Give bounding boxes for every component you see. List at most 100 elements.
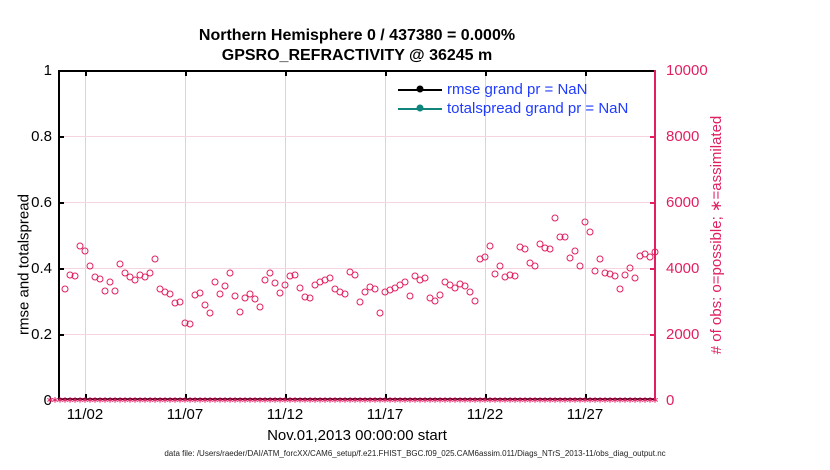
scatter-point-possible [211,278,219,286]
legend-marker-rmse-icon [416,85,424,93]
y-tick-label-right: 8000 [666,128,700,145]
assimilated-asterisk: * [501,395,509,410]
scatter-point-possible [561,233,569,241]
assimilated-asterisk: * [346,395,354,410]
assimilated-asterisk: * [451,395,459,410]
x-gridline [485,70,486,400]
x-tick-mark [485,394,487,400]
assimilated-asterisk: * [336,395,344,410]
assimilated-asterisk: * [341,395,349,410]
assimilated-asterisk: * [161,395,169,410]
assimilated-asterisk: * [166,395,174,410]
scatter-point-possible [266,269,274,277]
scatter-point-possible [581,218,589,226]
assimilated-asterisk: * [171,395,179,410]
assimilated-asterisk: * [351,395,359,410]
assimilated-asterisk: * [191,395,199,410]
scatter-point-possible [71,272,79,280]
assimilated-asterisk: * [461,395,469,410]
assimilated-asterisk: * [586,395,594,410]
y-gridline [58,202,656,203]
chart-title-line1: Northern Hemisphere 0 / 437380 = 0.000% [198,27,516,44]
scatter-point-possible [611,272,619,280]
assimilated-asterisk: * [81,395,89,410]
assimilated-asterisk: * [261,395,269,410]
legend-marker-totalspread-icon [416,104,424,112]
legend-row-totalspread: totalspread grand pr = NaN [398,99,628,118]
assimilated-asterisk: * [456,395,464,410]
assimilated-asterisk: * [356,395,364,410]
assimilated-asterisk: * [426,395,434,410]
scatter-point-possible [621,271,629,279]
scatter-point-possible [586,228,594,236]
x-tick-mark-top [85,70,87,76]
assimilated-asterisk: * [181,395,189,410]
y-tick-label-left: 0.2 [31,326,52,343]
assimilated-asterisk: * [276,395,284,410]
assimilated-asterisk: * [651,395,659,410]
scatter-point-possible [196,289,204,297]
assimilated-asterisk: * [91,395,99,410]
scatter-point-possible [176,298,184,306]
x-axis-label: Nov.01,2013 00:00:00 start [267,427,447,444]
scatter-point-possible [101,287,109,295]
assimilated-asterisk: * [271,395,279,410]
assimilated-asterisk: * [286,395,294,410]
assimilated-asterisk: * [211,395,219,410]
scatter-point-possible [86,262,94,270]
y-tick-label-left: 0.6 [31,194,52,211]
x-tick-mark-top [585,70,587,76]
scatter-point-possible [616,285,624,293]
assimilated-asterisk: * [251,395,259,410]
assimilated-asterisk: * [296,395,304,410]
scatter-point-possible [356,298,364,306]
assimilated-asterisk: * [96,395,104,410]
y-tick-mark-right [650,202,656,204]
assimilated-asterisk: * [151,395,159,410]
scatter-point-possible [491,270,499,278]
assimilated-asterisk: * [376,395,384,410]
assimilated-asterisk: * [551,395,559,410]
assimilated-asterisk: * [531,395,539,410]
assimilated-asterisk: * [146,395,154,410]
y-tick-label-right: 4000 [666,260,700,277]
assimilated-asterisk: * [541,395,549,410]
x-tick-mark [185,394,187,400]
assimilated-asterisk: * [396,395,404,410]
assimilated-asterisk: * [576,395,584,410]
assimilated-asterisk: * [366,395,374,410]
assimilated-asterisk: * [136,395,144,410]
y-tick-label-right: 10000 [666,62,708,79]
scatter-point-possible [421,274,429,282]
x-tick-label: 11/02 [66,406,104,423]
scatter-point-possible [216,290,224,298]
assimilated-asterisk: * [326,395,334,410]
scatter-point-possible [486,242,494,250]
x-tick-mark [585,394,587,400]
assimilated-asterisk: * [481,395,489,410]
y-tick-mark-left [58,136,64,138]
assimilated-asterisk: * [201,395,209,410]
scatter-point-possible [631,274,639,282]
assimilated-asterisk: * [466,395,474,410]
assimilated-asterisk: * [66,395,74,410]
scatter-point-possible [406,292,414,300]
scatter-point-possible [571,247,579,255]
assimilated-asterisk: * [331,395,339,410]
y-tick-label-right: 6000 [666,194,700,211]
assimilated-asterisk: * [431,395,439,410]
assimilated-asterisk: * [246,395,254,410]
scatter-point-possible [61,285,69,293]
assimilated-asterisk: * [416,395,424,410]
assimilated-asterisk: * [646,395,654,410]
scatter-point-possible [401,278,409,286]
x-gridline [385,70,386,400]
scatter-point-possible [626,264,634,272]
assimilated-asterisk: * [86,395,94,410]
scatter-point-possible [221,282,229,290]
legend-label-rmse: rmse grand pr = NaN [447,81,588,98]
axis-spine-top [58,70,656,72]
assimilated-asterisk: * [491,395,499,410]
scatter-point-possible [471,297,479,305]
x-gridline [185,70,186,400]
